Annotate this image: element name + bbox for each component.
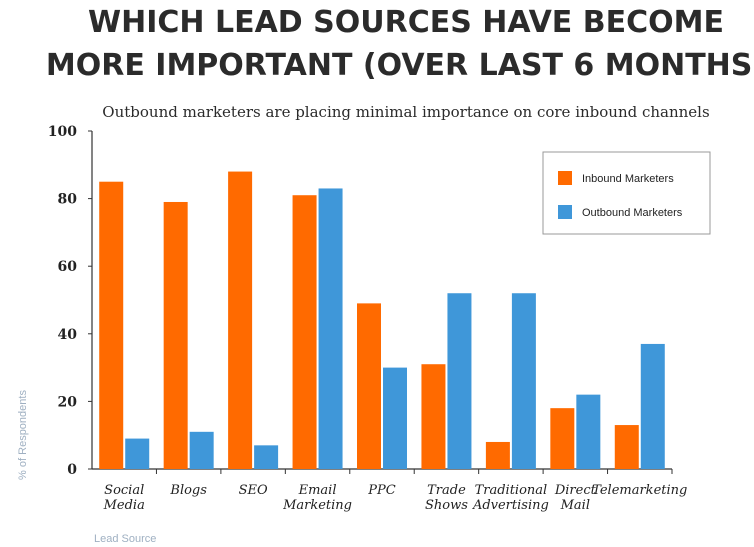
- bar-inbound-marketers-5: [421, 364, 446, 469]
- bar-outbound-marketers-0: [125, 438, 150, 469]
- bars: [99, 171, 665, 470]
- bar-outbound-marketers-4: [383, 367, 407, 469]
- chart-title-line-2: MORE IMPORTANT (OVER LAST 6 MONTHS): [46, 48, 754, 83]
- bar-inbound-marketers-1: [163, 201, 188, 470]
- bar-outbound-marketers-1: [189, 431, 214, 469]
- legend-swatch-outbound-marketers: [558, 205, 572, 219]
- x-tick-label: Trade Shows: [425, 483, 468, 513]
- x-tick-label: Direct Mail: [554, 483, 597, 513]
- legend-label-inbound-marketers: Inbound Marketers: [582, 173, 674, 185]
- x-tick-label: Email Marketing: [282, 483, 352, 513]
- bar-inbound-marketers-3: [292, 195, 317, 469]
- legend-label-outbound-marketers: Outbound Marketers: [582, 207, 683, 219]
- y-tick-labels: 0 20 40 60 80 100: [48, 124, 77, 478]
- bar-inbound-marketers-6: [485, 441, 510, 469]
- y-tick-label: 80: [58, 192, 78, 208]
- x-axis-label: Lead Source: [94, 533, 156, 545]
- bar-outbound-marketers-5: [447, 293, 472, 469]
- y-tick-label: 60: [58, 259, 78, 275]
- x-tick-label: SEO: [239, 483, 268, 498]
- y-tick-label: 40: [58, 327, 78, 343]
- chart-title: WHICH LEAD SOURCES HAVE BECOME MORE IMPOR…: [46, 5, 754, 83]
- bar-inbound-marketers-2: [228, 171, 253, 469]
- bar-inbound-marketers-4: [357, 303, 381, 469]
- bar-outbound-marketers-6: [511, 293, 536, 469]
- x-tick-labels: Social Media Blogs SEO Email Marketing PPC Trad…: [103, 483, 688, 513]
- x-tick-label: Telemarketing: [592, 483, 687, 498]
- legend: Inbound Marketers Outbound Marketers: [542, 151, 711, 235]
- legend-box: [542, 151, 711, 235]
- bar-outbound-marketers-3: [318, 188, 343, 469]
- x-tick-label: Traditional Advertising: [472, 483, 549, 513]
- x-tick-label: PPC: [367, 483, 395, 498]
- legend-swatch-inbound-marketers: [558, 171, 572, 185]
- y-tick-label: 0: [67, 462, 77, 478]
- y-tick-label: 20: [58, 394, 78, 410]
- y-axis-label: % of Respondents: [17, 390, 29, 480]
- bar-outbound-marketers-8: [640, 343, 665, 469]
- bar-outbound-marketers-7: [576, 394, 601, 469]
- x-tick-label: Blogs: [169, 483, 207, 498]
- bar-inbound-marketers-0: [99, 181, 124, 469]
- bar-inbound-marketers-7: [550, 408, 575, 469]
- y-tick-label: 100: [48, 124, 77, 140]
- axes: [88, 130, 673, 474]
- bar-inbound-marketers-8: [614, 425, 639, 469]
- bar-outbound-marketers-2: [254, 445, 279, 469]
- chart-subtitle: Outbound marketers are placing minimal i…: [102, 103, 709, 121]
- x-tick-label: Social Media: [103, 483, 145, 513]
- chart-title-line-1: WHICH LEAD SOURCES HAVE BECOME: [88, 5, 724, 40]
